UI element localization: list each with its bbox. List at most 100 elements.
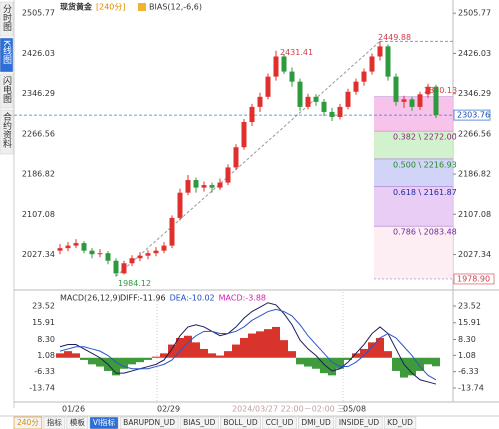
candle-body bbox=[217, 182, 223, 188]
macd-bar bbox=[88, 357, 96, 365]
macd-line bbox=[59, 302, 437, 385]
tab-label[interactable]: 指标 bbox=[47, 417, 62, 427]
macd-bar bbox=[168, 344, 176, 358]
tab[interactable] bbox=[220, 416, 261, 429]
candle-body bbox=[313, 96, 319, 102]
macd-bar bbox=[416, 357, 424, 371]
macd-bar bbox=[392, 357, 400, 371]
x-label: 02/29 bbox=[157, 405, 180, 414]
sidebar-tab[interactable] bbox=[0, 73, 14, 109]
tab[interactable] bbox=[89, 416, 119, 429]
macd-bar bbox=[240, 337, 248, 358]
macd-bar bbox=[424, 357, 432, 365]
fib-label: 0.786 \ 2083.48 bbox=[393, 228, 457, 237]
sidebar-tab-label[interactable]: K线图 bbox=[1, 40, 12, 65]
candle-body bbox=[249, 106, 255, 123]
fib-label: 2340.13 bbox=[424, 86, 457, 95]
candle-body bbox=[377, 46, 383, 57]
macd-bar bbox=[432, 357, 440, 367]
fib-zone bbox=[374, 131, 453, 159]
macd-bar bbox=[280, 340, 288, 358]
last-price-label: 2303.76 bbox=[457, 111, 490, 120]
macd-bar bbox=[376, 337, 384, 358]
tab-label[interactable]: BOLL_UD bbox=[223, 418, 258, 427]
last-price-box bbox=[453, 109, 491, 121]
candle-body bbox=[129, 258, 135, 264]
macd-bar bbox=[136, 357, 144, 363]
sidebar-tab-label[interactable]: 合约资料 bbox=[1, 111, 12, 149]
tab[interactable] bbox=[298, 416, 335, 429]
x-label: 01/26 bbox=[62, 405, 85, 414]
macd-bar bbox=[264, 329, 272, 358]
sidebar-tab-label[interactable]: 闪电图 bbox=[1, 76, 12, 104]
y-tick-label: 2186.82 bbox=[458, 170, 491, 179]
sidebar-tab-label[interactable]: 分时图 bbox=[1, 4, 12, 32]
macd-bar bbox=[272, 326, 280, 358]
tab-label[interactable]: DMI_UD bbox=[301, 418, 331, 427]
candle-body bbox=[289, 71, 295, 82]
macd-bar bbox=[120, 357, 128, 369]
candle-body bbox=[185, 180, 191, 193]
macd-bar bbox=[144, 357, 152, 360]
sidebar-tab[interactable] bbox=[0, 1, 14, 37]
y-tick-label-left: 2266.56 bbox=[22, 129, 55, 138]
tab[interactable] bbox=[43, 416, 66, 429]
candle-body bbox=[265, 76, 271, 97]
tab-label[interactable]: VI指标 bbox=[93, 417, 116, 427]
fib-label: 0.382 \ 2272.00 bbox=[393, 133, 457, 142]
tab-label[interactable]: INSIDE_UD bbox=[339, 418, 380, 427]
candle-body bbox=[361, 71, 367, 82]
macd-bar bbox=[176, 337, 184, 358]
macd-bar bbox=[64, 351, 72, 358]
candle-body bbox=[225, 167, 231, 183]
candle-body bbox=[105, 253, 111, 261]
tab-label[interactable]: KD_UD bbox=[387, 418, 413, 427]
macd-bar bbox=[128, 357, 136, 365]
x-label: 05/08 bbox=[343, 405, 366, 414]
tab-label[interactable]: BARUPDN_UD bbox=[123, 418, 175, 427]
macd-y-tick-label: -6.33 bbox=[458, 367, 479, 376]
sidebar-tab[interactable] bbox=[0, 37, 14, 73]
macd-bar bbox=[208, 353, 216, 358]
macd-bar bbox=[216, 355, 224, 358]
indicator[interactable]: BIAS(12,-6,6) bbox=[149, 3, 202, 12]
macd-y-tick-label: 23.52 bbox=[458, 301, 481, 310]
y-tick-label: 2505.77 bbox=[458, 9, 491, 18]
macd-bar bbox=[184, 335, 192, 358]
period[interactable]: [240分] bbox=[96, 3, 126, 12]
macd-y-tick-label-left: 23.52 bbox=[32, 301, 55, 310]
candle-body bbox=[73, 243, 79, 246]
macd-bar bbox=[248, 333, 256, 358]
y-tick-label: 2027.34 bbox=[458, 250, 491, 259]
tab-label[interactable]: CCI_UD bbox=[266, 418, 294, 427]
candle-body bbox=[153, 250, 159, 254]
fib-zone bbox=[374, 186, 453, 227]
candle-body bbox=[193, 180, 199, 188]
tab-label[interactable]: BIAS_UD bbox=[183, 418, 215, 427]
sidebar-tab[interactable] bbox=[0, 109, 14, 155]
tab[interactable] bbox=[66, 416, 89, 429]
tab[interactable] bbox=[383, 416, 417, 429]
tab-label[interactable]: 模板 bbox=[70, 417, 85, 427]
macd-bar bbox=[160, 353, 168, 358]
tab[interactable] bbox=[262, 416, 297, 429]
tab[interactable] bbox=[335, 416, 383, 429]
macd-legend: MACD:-3.88 bbox=[219, 294, 266, 303]
y-tick-label-left: 2505.77 bbox=[22, 9, 55, 18]
macd-y-tick-label-left: 15.91 bbox=[32, 318, 55, 327]
candle-body bbox=[433, 86, 439, 116]
macd-bar bbox=[320, 357, 328, 374]
y-tick-label-left: 2426.03 bbox=[22, 49, 55, 58]
tab[interactable] bbox=[119, 416, 179, 429]
tab[interactable] bbox=[13, 416, 43, 429]
macd-bar bbox=[312, 357, 320, 369]
tab-label[interactable]: 240分 bbox=[17, 418, 39, 427]
candle-body bbox=[417, 94, 423, 107]
tab[interactable] bbox=[179, 416, 219, 429]
candle-body bbox=[177, 192, 183, 218]
candle-body bbox=[281, 56, 287, 72]
candle-body bbox=[201, 185, 207, 188]
macd-bar bbox=[56, 353, 64, 358]
macd-y-tick-label: 15.91 bbox=[458, 318, 481, 327]
